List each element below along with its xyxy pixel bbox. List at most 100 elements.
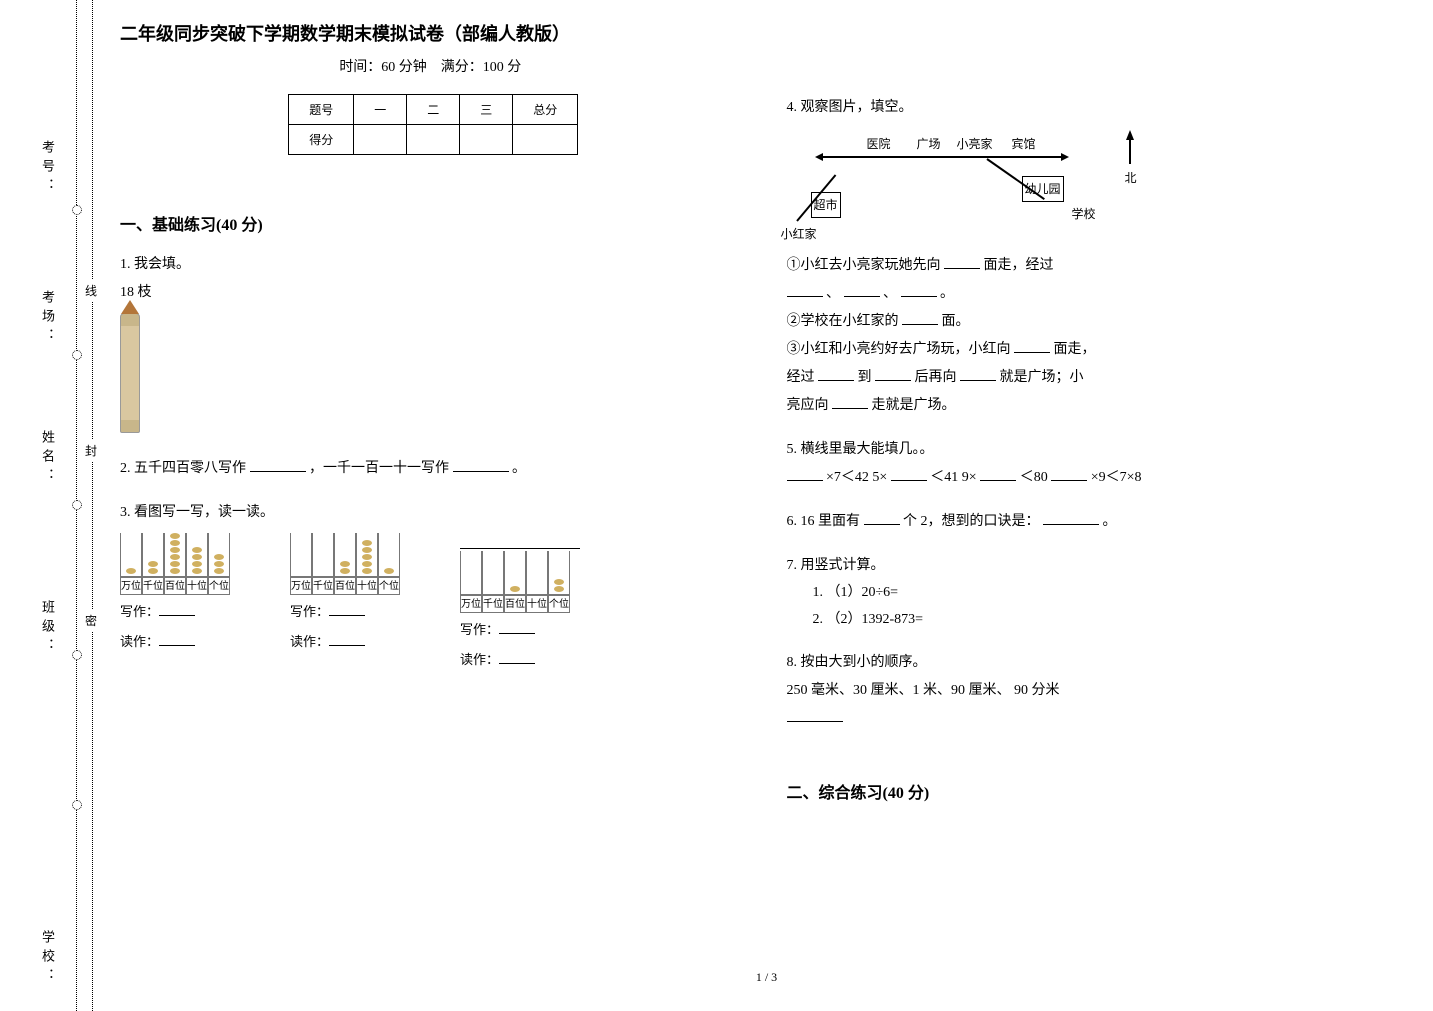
placevalue-item: 万位 千位 百位 十位 个位 写作： 读作： [460,533,580,673]
read-label: 读作： [120,634,159,649]
text: ③小红和小亮约好去广场玩，小红向 [787,342,1011,357]
label-feng: 封 [85,440,97,461]
label-kaochang: 考场： [38,290,57,347]
write-caption: 写作： [120,599,195,625]
score-cell[interactable] [407,125,460,155]
page-number: 1 / 3 [756,970,777,985]
answer-blank[interactable] [901,283,937,297]
answer-blank[interactable] [864,511,900,525]
map-label-school: 学校 [1072,202,1096,226]
placevalue-item: 万位 千位 百位 十位 个位 写作： 读作： [120,533,230,673]
left-column: 题号 一 二 三 总分 得分 一、基础练习(40 分) 1. 我会填。 18 枝 [120,94,747,991]
score-cell[interactable] [513,125,578,155]
answer-blank[interactable] [499,651,535,664]
answer-blank[interactable] [159,603,195,616]
answer-blank[interactable] [250,458,306,472]
write-label: 写作： [460,622,499,637]
read-caption: 读作： [290,629,365,655]
answer-blank[interactable] [980,467,1016,481]
text: 亮应向 [787,398,829,413]
answer-blank[interactable] [944,255,980,269]
map-label-hong: 小红家 [781,222,817,246]
answer-blank[interactable] [960,367,996,381]
q2-part1: 2. 五千四百零八写作 [120,461,246,476]
q7-item: （1）20÷6= [827,580,1414,607]
text: 到 [858,370,872,385]
q4-sub3: ③小红和小亮约好去广场玩，小红向 面走， 经过 到 后再向 就是广场；小 亮应向… [787,336,1414,420]
answer-blank[interactable] [1014,339,1050,353]
exam-title: 二年级同步突破下学期数学期末模拟试卷（部编人教版） [120,20,1413,46]
exam-page: 二年级同步突破下学期数学期末模拟试卷（部编人教版） 时间：60 分钟 满分：10… [120,20,1413,991]
answer-blank[interactable] [453,458,509,472]
answer-blank[interactable] [329,603,365,616]
read-label: 读作： [460,652,499,667]
text: ＜80 [1020,470,1052,485]
q5-expr: ×7＜42 5× ＜41 9× ＜80 ×9＜7×8 [787,464,1414,492]
q4-sub2: ②学校在小红家的 面。 [787,308,1414,336]
answer-blank[interactable] [902,311,938,325]
th-label: 题号 [289,95,354,125]
place-label: 个位 [208,577,230,595]
text: ①小红去小亮家玩她先向 [787,258,941,273]
map-label-liang: 小亮家 [957,132,993,156]
answer-blank[interactable] [787,708,843,722]
answer-blank[interactable] [460,533,580,549]
text: 后再向 [915,370,957,385]
label-xian: 线 [85,280,97,301]
place-label: 十位 [356,577,378,595]
text: 、 [826,286,840,301]
text: 经过 [787,370,815,385]
score-cell[interactable] [354,125,407,155]
q7-item: （2）1392-873= [827,607,1414,634]
write-label: 写作： [290,604,329,619]
map-label-hotel: 宾馆 [1012,132,1036,156]
q4-stem: 4. 观察图片，填空。 [787,94,1414,122]
question-6: 6. 16 里面有 个 2，想到的口诀是： 。 [787,508,1414,536]
map-diagram: 医院 广场 小亮家 宾馆 幼儿园 超市 学校 小红家 北 [787,122,1167,252]
text: 个 2，想到的口诀是： [903,514,1040,529]
text: 6. 16 里面有 [787,514,861,529]
q3-stem: 3. 看图写一写，读一读。 [120,499,747,527]
map-label-super: 超市 [811,192,841,218]
q8-list: 250 毫米、30 厘米、1 米、90 厘米、 90 分米 [787,677,1414,705]
answer-blank[interactable] [787,467,823,481]
text: 走就是广场。 [872,398,956,413]
answer-blank[interactable] [891,467,927,481]
binding-circle [72,650,82,660]
label-name: 姓名： [38,430,57,487]
answer-blank[interactable] [818,367,854,381]
place-label: 万位 [460,595,482,613]
answer-blank[interactable] [832,395,868,409]
text: 面走， [1054,342,1096,357]
answer-blank[interactable] [329,633,365,646]
north-label: 北 [1124,166,1136,190]
placevalue-item: 万位 千位 百位 十位 个位 写作： 读作： [290,533,400,673]
answer-blank[interactable] [159,633,195,646]
answer-blank[interactable] [787,283,823,297]
answer-blank[interactable] [1043,511,1099,525]
content-columns: 题号 一 二 三 总分 得分 一、基础练习(40 分) 1. 我会填。 18 枝 [120,94,1413,991]
text: ×9＜7×8 [1091,470,1142,485]
text: 面。 [942,314,970,329]
placevalue-chart: 万位 千位 百位 十位 个位 [290,533,400,595]
read-label: 读作： [290,634,329,649]
score-table: 题号 一 二 三 总分 得分 [288,94,578,155]
answer-blank[interactable] [875,367,911,381]
answer-blank[interactable] [1051,467,1087,481]
question-5: 5. 横线里最大能填几。。 ×7＜42 5× ＜41 9× ＜80 ×9＜7×8 [787,436,1414,492]
table-row: 得分 [289,125,578,155]
question-2: 2. 五千四百零八写作 ，一千一百一十一写作 。 [120,455,747,483]
score-cell[interactable] [460,125,513,155]
read-caption: 读作： [460,647,535,673]
q1-line: 18 枝 [120,279,747,307]
place-label: 万位 [120,577,142,595]
inner-dotted-line [92,0,93,1011]
th-total: 总分 [513,95,578,125]
binding-circle [72,350,82,360]
place-label: 百位 [164,577,186,595]
answer-blank[interactable] [844,283,880,297]
q5-stem: 5. 横线里最大能填几。。 [787,436,1414,464]
answer-blank[interactable] [499,621,535,634]
place-label: 百位 [334,577,356,595]
question-7: 7. 用竖式计算。 （1）20÷6= （2）1392-873= [787,552,1414,633]
